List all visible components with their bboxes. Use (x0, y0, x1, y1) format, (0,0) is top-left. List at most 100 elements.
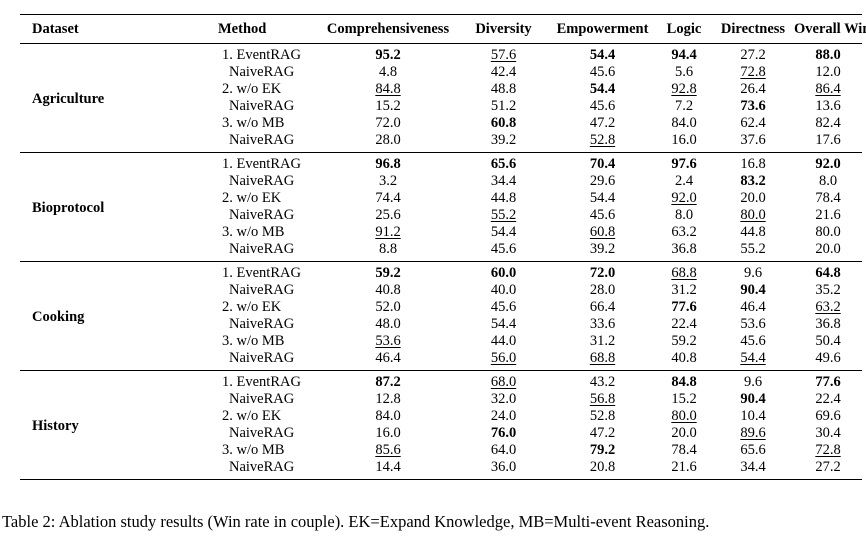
value-cell-diversity: 57.6 (458, 44, 549, 65)
value-cell-diversity: 34.4 (458, 173, 549, 190)
value-cell-comprehensiveness: 16.0 (318, 425, 458, 442)
value-text: 28.0 (375, 132, 401, 148)
value-text: 3.2 (378, 173, 398, 189)
value-text: 45.6 (490, 299, 517, 315)
value-text: 9.6 (743, 374, 763, 390)
value-text: 46.4 (740, 299, 766, 315)
value-text: 73.6 (740, 98, 766, 114)
method-cell: NaiveRAG (229, 425, 295, 441)
dataset-group-bioprotocol: Bioprotocol 1. EventRAG 96.8 65.6 70.4 97.6 16… (20, 153, 862, 262)
table-row: NaiveRAG 3.2 34.4 29.6 2.4 83.2 8.0 (20, 173, 862, 190)
value-text: 77.6 (671, 299, 697, 315)
value-cell-logic: 36.8 (656, 241, 712, 262)
value-text: 50.4 (815, 333, 841, 349)
table-row: NaiveRAG 16.0 76.0 47.2 20.0 89.6 30.4 (20, 425, 862, 442)
value-cell-overall-winner: 17.6 (794, 132, 862, 153)
value-cell-diversity: 45.6 (458, 241, 549, 262)
value-text: 48.0 (375, 316, 401, 332)
value-text: 95.2 (375, 47, 401, 63)
value-text: 16.0 (375, 425, 401, 441)
value-text: 72.8 (815, 442, 841, 458)
value-cell-overall-winner: 22.4 (794, 391, 862, 408)
value-text: 25.6 (375, 207, 401, 223)
method-cell: NaiveRAG (229, 241, 295, 257)
value-text: 33.6 (589, 316, 616, 332)
value-cell-directness: 10.4 (712, 408, 794, 425)
value-text: 47.2 (589, 425, 616, 441)
value-text: 52.0 (375, 299, 401, 315)
value-text: 70.4 (589, 156, 616, 172)
col-header-directness: Directness (720, 20, 786, 37)
value-text: 83.2 (740, 173, 766, 189)
value-text: 88.0 (815, 47, 841, 63)
value-text: 80.0 (815, 224, 841, 240)
value-text: 92.0 (815, 156, 841, 172)
value-cell-empowerment: 20.8 (549, 459, 656, 480)
value-cell-overall-winner: 78.4 (794, 190, 862, 207)
value-cell-logic: 92.0 (656, 190, 712, 207)
value-cell-logic: 63.2 (656, 224, 712, 241)
value-text: 15.2 (375, 98, 401, 114)
value-cell-logic: 94.4 (656, 44, 712, 65)
value-cell-logic: 59.2 (656, 333, 712, 350)
method-cell: NaiveRAG (229, 459, 295, 475)
value-text: 42.4 (490, 64, 517, 80)
method-cell: 2. w/o EK (222, 190, 282, 206)
value-cell-logic: 8.0 (656, 207, 712, 224)
value-cell-directness: 90.4 (712, 391, 794, 408)
value-cell-logic: 40.8 (656, 350, 712, 371)
value-cell-logic: 77.6 (656, 299, 712, 316)
value-cell-overall-winner: 86.4 (794, 81, 862, 98)
value-text: 82.4 (815, 115, 841, 131)
value-text: 56.0 (490, 350, 517, 366)
value-cell-logic: 21.6 (656, 459, 712, 480)
value-text: 45.6 (490, 241, 517, 257)
value-cell-empowerment: 43.2 (549, 371, 656, 392)
value-cell-overall-winner: 64.8 (794, 262, 862, 283)
col-header-diversity: Diversity (475, 20, 532, 37)
value-cell-diversity: 39.2 (458, 132, 549, 153)
method-cell: 1. EventRAG (222, 265, 301, 281)
value-text: 2.4 (674, 173, 694, 189)
table-row: NaiveRAG 12.8 32.0 56.8 15.2 90.4 22.4 (20, 391, 862, 408)
value-cell-overall-winner: 13.6 (794, 98, 862, 115)
table-row: NaiveRAG 14.4 36.0 20.8 21.6 34.4 27.2 (20, 459, 862, 480)
value-text: 22.4 (671, 316, 697, 332)
value-text: 46.4 (375, 350, 401, 366)
value-cell-comprehensiveness: 74.4 (318, 190, 458, 207)
value-text: 20.0 (740, 190, 766, 206)
value-text: 92.8 (671, 81, 697, 97)
value-cell-overall-winner: 72.8 (794, 442, 862, 459)
value-text: 68.0 (490, 374, 517, 390)
value-cell-empowerment: 31.2 (549, 333, 656, 350)
value-text: 9.6 (743, 265, 763, 281)
value-text: 27.2 (740, 47, 766, 63)
value-text: 72.8 (740, 64, 766, 80)
value-cell-overall-winner: 35.2 (794, 282, 862, 299)
value-cell-logic: 7.2 (656, 98, 712, 115)
value-cell-logic: 20.0 (656, 425, 712, 442)
value-cell-comprehensiveness: 12.8 (318, 391, 458, 408)
value-cell-comprehensiveness: 84.8 (318, 81, 458, 98)
dataset-cell: Cooking (32, 309, 85, 325)
value-cell-directness: 20.0 (712, 190, 794, 207)
value-text: 39.2 (490, 132, 517, 148)
value-cell-directness: 46.4 (712, 299, 794, 316)
ablation-table: Dataset Method Comprehensiveness Diversi… (20, 14, 866, 480)
value-cell-overall-winner: 30.4 (794, 425, 862, 442)
value-text: 72.0 (375, 115, 401, 131)
value-text: 17.6 (815, 132, 841, 148)
value-text: 84.8 (375, 81, 401, 97)
value-text: 36.8 (671, 241, 697, 257)
method-cell: NaiveRAG (229, 391, 295, 407)
value-text: 21.6 (671, 459, 697, 475)
value-cell-diversity: 64.0 (458, 442, 549, 459)
value-cell-directness: 45.6 (712, 333, 794, 350)
value-cell-diversity: 60.8 (458, 115, 549, 132)
value-text: 48.8 (490, 81, 517, 97)
value-cell-logic: 80.0 (656, 408, 712, 425)
value-text: 53.6 (740, 316, 766, 332)
method-cell: 3. w/o MB (222, 224, 285, 240)
value-cell-comprehensiveness: 84.0 (318, 408, 458, 425)
value-cell-diversity: 42.4 (458, 64, 549, 81)
